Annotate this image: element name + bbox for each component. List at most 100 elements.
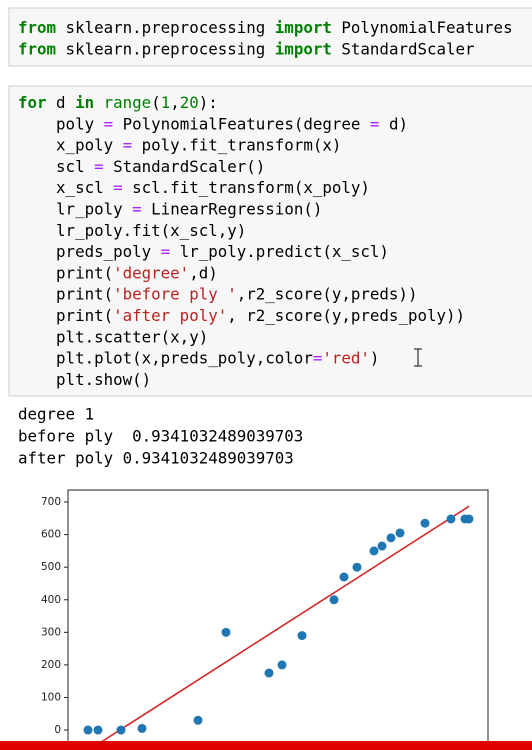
code-line: scl = StandardScaler() xyxy=(18,156,265,175)
code-line: lr_poly.fit(x_scl,y) xyxy=(18,220,246,239)
code-token: preds_poly xyxy=(18,242,161,261)
code-token: import xyxy=(275,39,332,58)
code-token: PolynomialFeatures(degree xyxy=(113,114,370,133)
output-line: after poly 0.9341032489039703 xyxy=(18,449,294,468)
point xyxy=(329,595,339,605)
code-token: = xyxy=(104,114,114,133)
code-line: preds_poly = lr_poly.predict(x_scl) xyxy=(18,242,389,261)
point xyxy=(277,660,287,670)
code-token: ): xyxy=(199,93,218,112)
code-token: LinearRegression() xyxy=(142,199,323,218)
code-line: lr_poly = LinearRegression() xyxy=(18,199,322,218)
point xyxy=(221,627,231,637)
point xyxy=(352,562,362,572)
code-token: print( xyxy=(18,263,113,282)
point xyxy=(420,518,430,528)
code-token: sklearn.preprocessing xyxy=(56,18,275,37)
code-token: = xyxy=(370,114,380,133)
code-token: plt.plot(x,preds_poly,color xyxy=(18,348,313,367)
code-line: from sklearn.preprocessing import Polyno… xyxy=(18,18,513,37)
code-token: range xyxy=(104,93,152,112)
code-token: = xyxy=(161,242,171,261)
code-token: poly xyxy=(18,114,104,133)
chart: 0 100 200 300 400 500 600 700 xyxy=(41,489,489,747)
code-token: 1 xyxy=(161,93,171,112)
code-token: ,r2_score(y,preds)) xyxy=(237,284,418,303)
point xyxy=(297,631,307,641)
code-line: print('before ply ',r2_score(y,preds)) xyxy=(18,284,417,303)
y-tick-label: 300 xyxy=(41,626,61,638)
y-tick-label: 100 xyxy=(41,691,61,703)
point xyxy=(395,528,405,538)
code-token: sklearn.preprocessing xyxy=(56,39,275,58)
point xyxy=(369,546,379,556)
y-tick-label: 200 xyxy=(41,659,61,671)
code-token: from xyxy=(18,39,56,58)
code-line: poly = PolynomialFeatures(degree = d) xyxy=(18,114,408,133)
code-line: print('after poly', r2_score(y,preds_pol… xyxy=(18,306,465,325)
code-line: plt.plot(x,preds_poly,color='red') xyxy=(18,348,379,367)
code-token: in xyxy=(75,93,94,112)
code-token: lr_poly.fit(x_scl,y) xyxy=(18,220,246,239)
code-token: 'after poly' xyxy=(113,306,227,325)
output-line: before ply 0.9341032489039703 xyxy=(18,427,303,446)
code-cell[interactable] xyxy=(8,85,532,397)
point xyxy=(339,572,349,582)
code-token: , xyxy=(170,93,180,112)
code-token: scl xyxy=(18,156,94,175)
code-token: 20 xyxy=(180,93,199,112)
code-token: ,d) xyxy=(189,263,218,282)
code-area: from sklearn.preprocessing import Polyno… xyxy=(18,18,513,389)
code-token: print( xyxy=(18,306,113,325)
code-token: plt.show() xyxy=(18,369,151,388)
text-cursor xyxy=(414,348,422,367)
code-token: = xyxy=(123,135,133,154)
code-token: x_poly xyxy=(18,135,123,154)
code-token: 'before ply ' xyxy=(113,284,237,303)
point xyxy=(83,725,93,735)
code-token: , r2_score(y,preds_poly)) xyxy=(227,306,465,325)
point xyxy=(264,668,274,678)
code-token: lr_poly.predict(x_scl) xyxy=(170,242,389,261)
point xyxy=(446,514,456,524)
code-token: plt.scatter(x,y) xyxy=(18,327,208,346)
y-tick-label: 500 xyxy=(41,561,61,573)
code-line: for d in range(1,20): xyxy=(18,93,218,112)
output-line: degree 1 xyxy=(18,405,94,424)
code-line: from sklearn.preprocessing import Standa… xyxy=(18,39,475,58)
code-token: for xyxy=(18,93,47,112)
point xyxy=(193,715,203,725)
code-token: d) xyxy=(379,114,408,133)
output-area: degree 1 before ply 0.9341032489039703 aft… xyxy=(18,405,303,468)
code-token: StandardScaler() xyxy=(104,156,266,175)
y-tick-label: 600 xyxy=(41,529,61,541)
code-token: poly.fit_transform(x) xyxy=(132,135,341,154)
point xyxy=(464,514,474,524)
code-token: 'degree' xyxy=(113,263,189,282)
y-tick-label: 0 xyxy=(54,724,61,736)
y-tick-label: 700 xyxy=(41,496,61,508)
code-line: plt.scatter(x,y) xyxy=(18,327,208,346)
code-token: 'red' xyxy=(322,348,370,367)
y-tick-label: 400 xyxy=(41,594,61,606)
code-token: x_scl xyxy=(18,178,113,197)
code-token: lr_poly xyxy=(18,199,132,218)
code-token: = xyxy=(94,156,104,175)
code-cell[interactable] xyxy=(8,7,532,67)
code-token xyxy=(94,93,104,112)
code-line: x_poly = poly.fit_transform(x) xyxy=(18,135,341,154)
plot-area xyxy=(67,489,489,747)
fit-line xyxy=(94,505,470,747)
code-token: from xyxy=(18,18,56,37)
point xyxy=(386,533,396,543)
progress-bar[interactable] xyxy=(0,741,532,750)
code-line: x_scl = scl.fit_transform(x_poly) xyxy=(18,178,370,197)
code-token: = xyxy=(113,178,123,197)
code-token: PolynomialFeatures xyxy=(332,18,513,37)
point xyxy=(116,725,126,735)
point xyxy=(93,725,103,735)
point xyxy=(137,723,147,733)
point xyxy=(377,541,387,551)
code-token: print( xyxy=(18,284,113,303)
